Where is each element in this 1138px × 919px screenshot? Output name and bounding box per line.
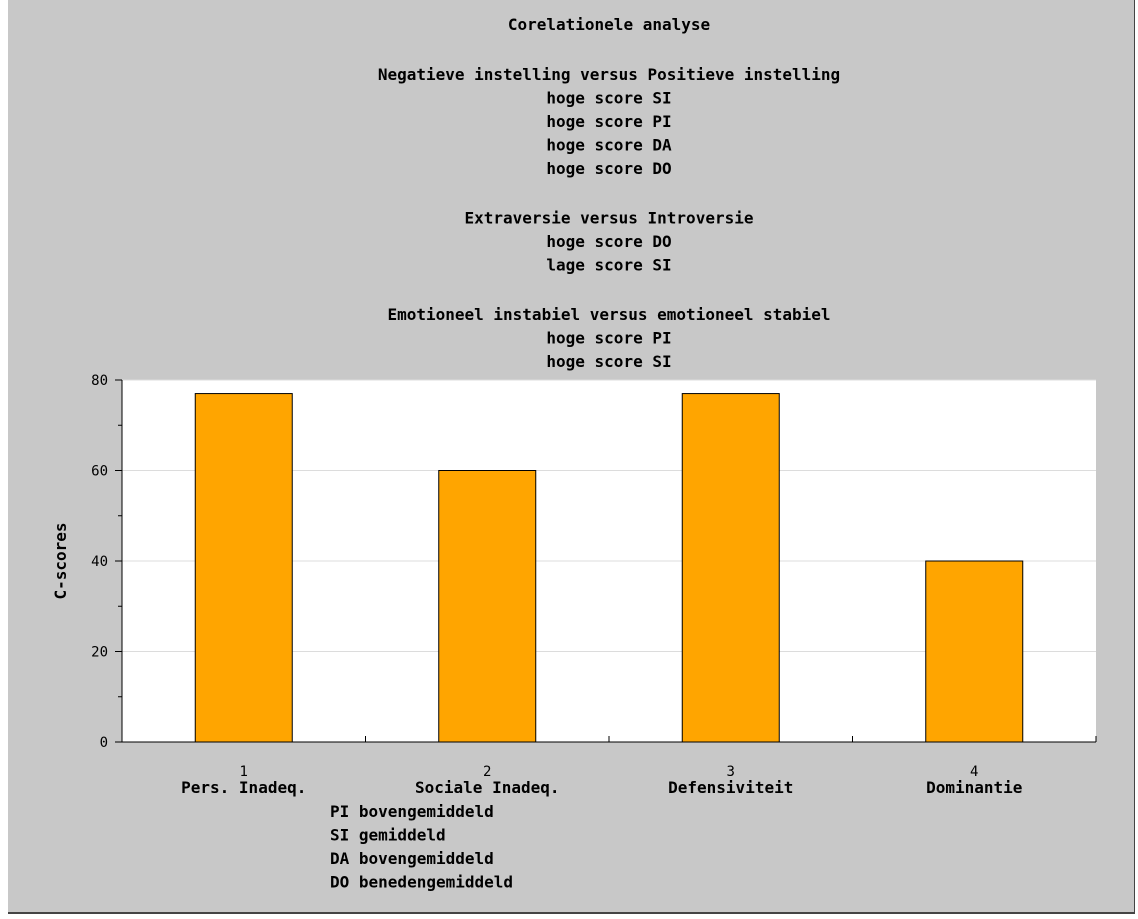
y-tick-label: 20 (91, 645, 108, 661)
chart-title: Corelationele analyse (508, 15, 710, 34)
x-tick-number: 2 (483, 764, 491, 780)
footnote-line: DA bovengemiddeld (330, 849, 494, 868)
subtitle-line: lage score SI (546, 256, 671, 275)
footnote-line: SI gemiddeld (330, 826, 446, 845)
y-tick-label: 80 (91, 373, 108, 389)
x-tick-number: 3 (727, 764, 735, 780)
x-category-label: Defensiviteit (668, 778, 793, 797)
subtitle-heading: Emotioneel instabiel versus emotioneel s… (387, 305, 830, 324)
x-tick-number: 1 (240, 764, 248, 780)
x-category-label: Dominantie (926, 778, 1022, 797)
y-tick-label: 60 (91, 464, 108, 480)
subtitle-line: hoge score SI (546, 352, 671, 371)
y-axis-label: C-scores (51, 522, 70, 599)
x-tick-number: 4 (970, 764, 978, 780)
subtitle-line: hoge score DA (546, 136, 672, 155)
x-category-label: Pers. Inadeq. (181, 778, 306, 797)
chart-frame: Corelationele analyse Negatieve instellin… (8, 0, 1135, 914)
bar-chart: Corelationele analyse Negatieve instellin… (51, 15, 1097, 892)
y-tick-label: 0 (100, 735, 108, 751)
subtitle-line: hoge score SI (546, 89, 671, 108)
y-tick-label: 40 (91, 554, 108, 570)
subtitle-line: hoge score DO (546, 232, 671, 251)
footnote-line: PI bovengemiddeld (330, 802, 494, 821)
x-category-label: Sociale Inadeq. (415, 778, 560, 797)
subtitle-line: hoge score DO (546, 159, 671, 178)
subtitle-heading: Extraversie versus Introversie (465, 209, 754, 228)
bar (194, 393, 293, 743)
bar (925, 560, 1024, 743)
subtitle-line: hoge score PI (546, 329, 671, 348)
subtitle-heading: Negatieve instelling versus Positieve in… (378, 65, 840, 84)
bar (438, 470, 537, 743)
subtitle-line: hoge score PI (546, 112, 671, 131)
bar (681, 393, 780, 743)
footnote-line: DO benedengemiddeld (330, 873, 513, 892)
